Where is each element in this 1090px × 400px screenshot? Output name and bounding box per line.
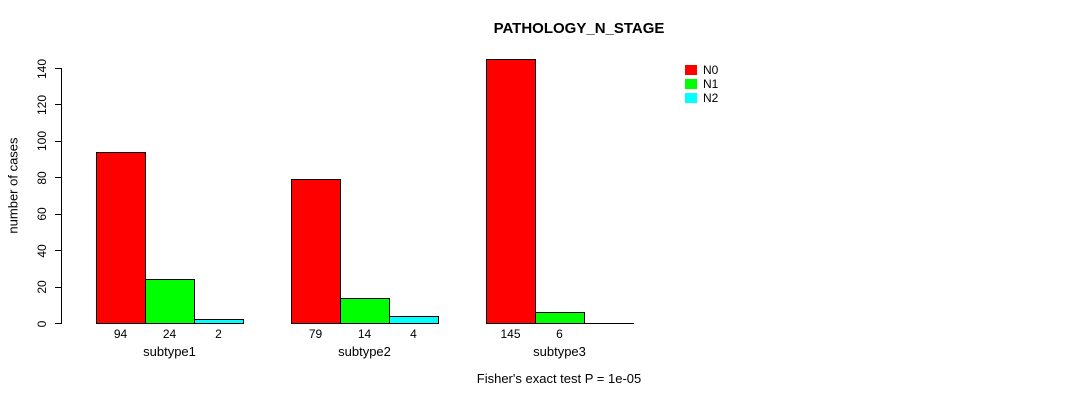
legend: N0 N1 N2 [685, 63, 718, 105]
y-tick-mark [55, 140, 61, 142]
y-tick-mark [55, 104, 61, 106]
y-tick-label: 40 [35, 243, 49, 258]
y-axis-line [61, 68, 62, 324]
y-tick-mark [55, 213, 61, 215]
y-tick-label: 120 [35, 94, 49, 115]
legend-label: N1 [703, 77, 719, 91]
bar-value-label: 14 [357, 327, 372, 341]
bar-subtype1-N1 [145, 279, 195, 324]
legend-swatch-N2 [685, 93, 697, 103]
y-axis-title: number of cases [5, 137, 21, 234]
bar-subtype1-N0 [96, 152, 146, 324]
legend-row-N1: N1 [685, 77, 718, 91]
bar-subtype1-N2 [194, 319, 244, 324]
x-category-label: subtype3 [533, 344, 586, 359]
bar-subtype3-N0 [486, 59, 536, 324]
bar-subtype2-N1 [340, 298, 390, 324]
y-tick-mark [55, 177, 61, 179]
chart-title: PATHOLOGY_N_STAGE [493, 20, 665, 37]
y-tick-label: 80 [35, 171, 49, 185]
caption-fisher-test: Fisher's exact test P = 1e-05 [476, 371, 642, 386]
legend-label: N0 [703, 63, 719, 77]
y-tick-label: 60 [35, 207, 49, 221]
x-category-label: subtype2 [338, 344, 391, 359]
y-tick-label: 140 [35, 58, 49, 79]
legend-label: N2 [703, 91, 719, 105]
bar-value-label: 79 [308, 327, 323, 341]
bar-subtype2-N2 [389, 316, 439, 324]
bar-subtype3-N2-zero [584, 323, 634, 324]
bar-value-label: 4 [410, 327, 417, 341]
bar-subtype2-N0 [291, 179, 341, 324]
legend-row-N0: N0 [685, 63, 718, 77]
bar-value-label: 2 [215, 327, 222, 341]
y-tick-label: 20 [35, 280, 49, 294]
bar-subtype3-N1 [535, 312, 585, 324]
legend-swatch-N0 [685, 65, 697, 75]
bar-value-label: 145 [500, 327, 521, 341]
y-tick-mark [55, 250, 61, 252]
bar-value-label: 94 [113, 327, 128, 341]
bar-value-label: 24 [162, 327, 177, 341]
y-tick-mark [55, 286, 61, 288]
x-category-label: subtype1 [143, 344, 196, 359]
y-tick-label: 0 [35, 320, 49, 327]
y-tick-mark [55, 323, 61, 324]
legend-swatch-N1 [685, 79, 697, 89]
bar-value-label: 6 [556, 327, 563, 341]
legend-row-N2: N2 [685, 91, 718, 105]
y-tick-mark [55, 68, 61, 69]
y-tick-label: 100 [35, 131, 49, 152]
